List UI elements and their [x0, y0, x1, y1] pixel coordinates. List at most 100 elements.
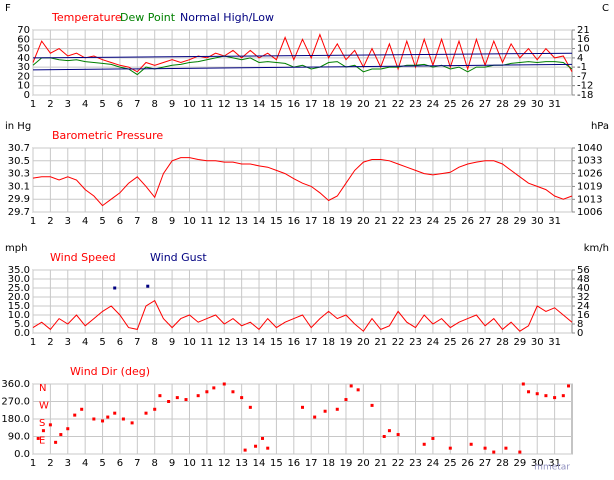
x-tick-label: 10 [183, 216, 196, 227]
compass-label: W [39, 401, 49, 412]
x-tick-label: 26 [461, 458, 474, 469]
x-tick-label: 27 [479, 458, 492, 469]
x-tick-label: 3 [65, 337, 71, 348]
x-tick-label: 16 [287, 216, 300, 227]
y2-tick-label: 1006 [577, 207, 602, 218]
x-tick-label: 14 [253, 337, 266, 348]
point [231, 390, 235, 394]
x-tick-label: 12 [218, 337, 231, 348]
x-tick-label: 16 [287, 458, 300, 469]
x-tick-label: 12 [218, 458, 231, 469]
x-tick-label: 19 [340, 458, 353, 469]
point [469, 442, 473, 446]
y-tick-label: 180.0 [1, 414, 30, 425]
x-tick-label: 30 [531, 99, 544, 110]
y-tick-label: 29.7 [8, 207, 30, 218]
x-tick-label: 20 [357, 458, 370, 469]
x-tick-label: 19 [340, 216, 353, 227]
x-tick-label: 25 [444, 458, 457, 469]
y2-tick-label: -1 [577, 62, 587, 73]
x-tick-label: 7 [134, 99, 140, 110]
y2-tick-label: 8 [577, 319, 583, 330]
x-tick-label: 10 [183, 337, 196, 348]
x-tick-label: 3 [65, 216, 71, 227]
point [349, 384, 353, 388]
point [448, 446, 452, 450]
point [248, 405, 252, 409]
x-tick-label: 26 [461, 216, 474, 227]
point [196, 394, 200, 398]
x-tick-label: 6 [117, 99, 123, 110]
x-tick-label: 15 [270, 458, 283, 469]
y2-tick-label: 1026 [577, 169, 602, 180]
y2-tick-label: 16 [577, 34, 590, 45]
x-tick-label: 12 [218, 216, 231, 227]
point [101, 419, 105, 423]
x-tick-label: 5 [99, 337, 105, 348]
legend-entry: Temperature [51, 11, 122, 24]
x-tick-label: 18 [322, 216, 335, 227]
x-tick-label: 26 [461, 99, 474, 110]
y-tick-label: 60 [17, 34, 30, 45]
plot-area [32, 147, 573, 213]
point [313, 415, 317, 419]
x-tick-label: 20 [357, 99, 370, 110]
y2-tick-label: 48 [577, 274, 590, 285]
x-tick-label: 2 [47, 216, 53, 227]
y-axis-label: in Hg [5, 121, 31, 132]
point [167, 400, 171, 403]
x-tick-label: 18 [322, 337, 335, 348]
x-tick-label: 11 [201, 458, 214, 469]
point [59, 433, 63, 437]
y2-tick-label: 1019 [577, 181, 602, 192]
x-tick-label: 27 [479, 216, 492, 227]
x-tick-label: 23 [409, 99, 422, 110]
y2-tick-label: 1033 [577, 156, 602, 167]
x-tick-label: 6 [117, 216, 123, 227]
series-line [32, 157, 573, 207]
point [370, 403, 374, 407]
point [222, 382, 226, 386]
point [205, 390, 209, 394]
x-tick-label: 22 [392, 216, 405, 227]
point [431, 436, 435, 440]
y2-tick-label: -12 [577, 81, 593, 92]
x-tick-label: 14 [253, 99, 266, 110]
y2-axis-label: C [602, 3, 609, 14]
y-tick-label: 0 [24, 90, 30, 101]
x-tick-label: 13 [235, 458, 248, 469]
x-tick-label: 20 [357, 337, 370, 348]
y-tick-label: 30.7 [8, 143, 30, 154]
x-tick-label: 4 [82, 458, 88, 469]
x-tick-label: 2 [47, 458, 53, 469]
x-tick-label: 21 [374, 458, 387, 469]
series-line [32, 299, 573, 332]
x-tick-label: 22 [392, 337, 405, 348]
point [66, 427, 70, 431]
x-tick-label: 5 [99, 99, 105, 110]
x-tick-label: 31 [548, 216, 561, 227]
point [121, 417, 125, 421]
point [323, 409, 327, 413]
point [301, 405, 304, 409]
y-tick-label: 30.5 [8, 156, 30, 167]
x-tick-label: 26 [461, 337, 474, 348]
x-tick-label: 6 [117, 458, 123, 469]
x-tick-label: 19 [340, 99, 353, 110]
x-tick-label: 21 [374, 337, 387, 348]
y-axis-label: mph [5, 243, 27, 254]
x-tick-label: 15 [270, 337, 283, 348]
point [553, 396, 557, 400]
x-tick-label: 1 [30, 216, 36, 227]
point [356, 388, 360, 392]
x-tick-label: 25 [444, 99, 457, 110]
x-tick-label: 31 [548, 99, 561, 110]
point [544, 394, 548, 398]
y2-tick-label: 16 [577, 310, 590, 321]
point [73, 413, 77, 417]
legend-entry: Dew Point [120, 11, 176, 24]
point [561, 394, 565, 398]
point [130, 421, 134, 425]
x-tick-label: 28 [496, 99, 509, 110]
x-tick-label: 4 [82, 337, 88, 348]
